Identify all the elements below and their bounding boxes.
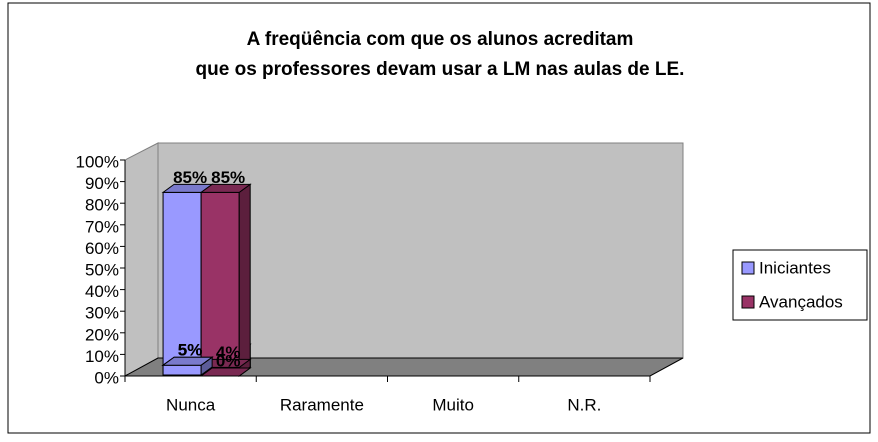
y-tick-label: 80% xyxy=(85,196,119,215)
value-label: 85% xyxy=(173,168,207,187)
value-label: 85% xyxy=(211,168,245,187)
y-tick-label: 0% xyxy=(94,368,119,387)
legend-swatch xyxy=(741,261,755,275)
side-wall xyxy=(124,142,159,377)
y-tick-label: 70% xyxy=(85,217,119,236)
bar-face xyxy=(238,183,251,376)
bar-face xyxy=(161,356,214,366)
legend-label: Avançados xyxy=(759,292,843,311)
value-label: 5% xyxy=(178,341,203,360)
x-tick-label: Muito xyxy=(432,395,474,414)
y-tick-label: 10% xyxy=(85,347,119,366)
x-tick-label: N.R. xyxy=(567,395,601,414)
y-tick-label: 90% xyxy=(85,174,119,193)
bar xyxy=(199,366,252,377)
legend xyxy=(732,249,868,321)
y-tick-label: 40% xyxy=(85,282,119,301)
legend-swatch xyxy=(741,295,755,309)
chart-title: A freqüência com que os alunos acreditam… xyxy=(196,29,685,80)
y-tick-label: 60% xyxy=(85,239,119,258)
bar-face xyxy=(199,367,252,377)
bar-face xyxy=(199,183,252,193)
y-tick-label: 100% xyxy=(76,152,119,171)
value-label: 0% xyxy=(216,351,241,370)
y-tick-label: 30% xyxy=(85,304,119,323)
y-tick-label: 20% xyxy=(85,325,119,344)
value-label: 5% xyxy=(178,341,203,360)
bar xyxy=(161,356,214,376)
legend-label: Iniciantes xyxy=(759,258,831,277)
x-tick-label: Raramente xyxy=(280,395,364,414)
bar xyxy=(199,183,252,376)
value-label: 4% xyxy=(216,343,241,362)
x-tick-label: Nunca xyxy=(166,395,216,414)
y-tick-label: 50% xyxy=(85,260,119,279)
bar-face xyxy=(162,364,202,376)
